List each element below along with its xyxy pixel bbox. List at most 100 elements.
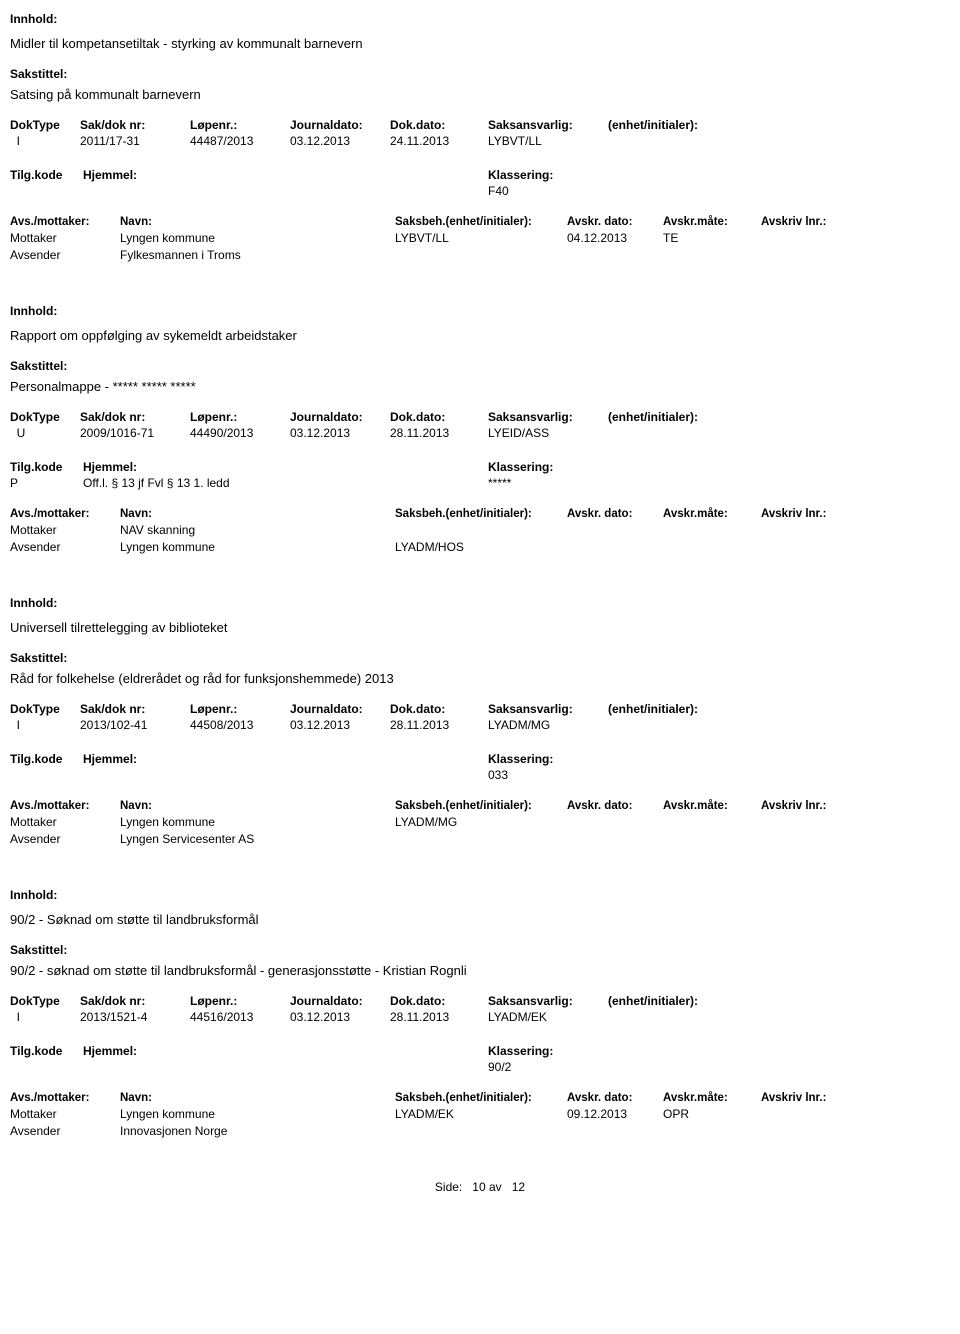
party-row: MottakerNAV skanning: [10, 523, 950, 537]
dokdato-value: 28.11.2013: [390, 718, 488, 732]
avskrivlnr-label: Avskriv lnr.:: [761, 216, 861, 228]
party-row: AvsenderLyngen kommuneLYADM/HOS: [10, 540, 950, 554]
avsmottaker-label: Avs./mottaker:: [10, 216, 120, 228]
sakstittel-label: Sakstittel:: [10, 359, 950, 373]
avskrdato-label: Avskr. dato:: [567, 1092, 663, 1104]
party-avskrmate: [663, 1124, 761, 1138]
party-avskrivlnr: [761, 1124, 861, 1138]
sakdoknr-value: 2009/1016-71: [80, 426, 190, 440]
party-row: AvsenderLyngen Servicesenter AS: [10, 832, 950, 846]
avskrivlnr-label: Avskriv lnr.:: [761, 508, 861, 520]
hjemmel-klassering-labels: Tilg.kodeHjemmel:Klassering:: [10, 168, 950, 182]
party-navn: Lyngen kommune: [120, 815, 395, 829]
avskrdato-label: Avskr. dato:: [567, 508, 663, 520]
tilgkode-value: P: [10, 476, 83, 490]
party-navn: Lyngen kommune: [120, 1107, 395, 1121]
journaldato-label: Journaldato:: [290, 702, 390, 716]
party-saksbeh: LYADM/HOS: [395, 540, 567, 554]
innhold-text: 90/2 - Søknad om støtte til landbruksfor…: [10, 906, 950, 929]
lopenr-label: Løpenr.:: [190, 702, 290, 716]
footer-page: 10: [472, 1180, 485, 1194]
saksansvarlig-value: LYADM/EK: [488, 1010, 608, 1024]
klassering-value: 033: [488, 768, 688, 782]
innhold-label: Innhold:: [10, 12, 950, 26]
enhetinitialer-value: [608, 134, 738, 148]
party-navn: Lyngen Servicesenter AS: [120, 832, 395, 846]
hjemmel-value: [83, 768, 488, 782]
journal-record: Innhold: Rapport om oppfølging av sykemel…: [10, 304, 950, 554]
saksbeh-label: Saksbeh.(enhet/initialer):: [395, 1092, 567, 1104]
enhetinitialer-label: (enhet/initialer):: [608, 410, 738, 424]
navn-label: Navn:: [120, 1092, 395, 1104]
sakstittel-text: 90/2 - søknad om støtte til landbruksfor…: [10, 957, 950, 980]
sakdoknr-label: Sak/dok nr:: [80, 702, 190, 716]
avskrmate-label: Avskr.måte:: [663, 800, 761, 812]
dokdato-label: Dok.dato:: [390, 118, 488, 132]
meta-header-row: DokTypeSak/dok nr:Løpenr.:Journaldato:Do…: [10, 702, 950, 716]
lopenr-value: 44490/2013: [190, 426, 290, 440]
party-avskrivlnr: [761, 248, 861, 262]
saksansvarlig-label: Saksansvarlig:: [488, 410, 608, 424]
dokdato-label: Dok.dato:: [390, 410, 488, 424]
party-avskrivlnr: [761, 1107, 861, 1121]
journaldato-label: Journaldato:: [290, 118, 390, 132]
sakdoknr-value: 2013/102-41: [80, 718, 190, 732]
hjemmel-klassering-labels: Tilg.kodeHjemmel:Klassering:: [10, 1044, 950, 1058]
party-header-row: Avs./mottaker:Navn:Saksbeh.(enhet/initia…: [10, 800, 950, 812]
hjemmel-value: [83, 184, 488, 198]
journaldato-label: Journaldato:: [290, 994, 390, 1008]
klassering-value: 90/2: [488, 1060, 688, 1074]
dokdato-value: 24.11.2013: [390, 134, 488, 148]
saksansvarlig-label: Saksansvarlig:: [488, 994, 608, 1008]
innhold-label: Innhold:: [10, 304, 950, 318]
doktype-label: DokType: [10, 118, 80, 132]
navn-label: Navn:: [120, 508, 395, 520]
sakstittel-text: Satsing på kommunalt barnevern: [10, 81, 950, 104]
journal-record: Innhold: Midler til kompetansetiltak - st…: [10, 12, 950, 262]
dokdato-value: 28.11.2013: [390, 426, 488, 440]
party-avskrdato: [567, 832, 663, 846]
meta-value-row: U2009/1016-7144490/201303.12.201328.11.2…: [10, 426, 950, 440]
journaldato-value: 03.12.2013: [290, 1010, 390, 1024]
party-avskrmate: OPR: [663, 1107, 761, 1121]
party-avskrmate: TE: [663, 231, 761, 245]
footer-side-label: Side:: [435, 1180, 462, 1194]
innhold-text: Universell tilrettelegging av biblioteke…: [10, 614, 950, 637]
avskrmate-label: Avskr.måte:: [663, 216, 761, 228]
sakstittel-label: Sakstittel:: [10, 943, 950, 957]
party-avskrdato: [567, 540, 663, 554]
tilgkode-label: Tilg.kode: [10, 168, 83, 182]
doktype-value: U: [10, 426, 80, 440]
party-avskrivlnr: [761, 523, 861, 537]
hjemmel-value: Off.l. § 13 jf Fvl § 13 1. ledd: [83, 476, 488, 490]
klassering-label: Klassering:: [488, 752, 688, 766]
innhold-text: Midler til kompetansetiltak - styrking a…: [10, 30, 950, 53]
enhetinitialer-label: (enhet/initialer):: [608, 118, 738, 132]
party-saksbeh: [395, 1124, 567, 1138]
journaldato-value: 03.12.2013: [290, 134, 390, 148]
doktype-value: I: [10, 718, 80, 732]
doktype-value: I: [10, 1010, 80, 1024]
saksbeh-label: Saksbeh.(enhet/initialer):: [395, 216, 567, 228]
avsmottaker-label: Avs./mottaker:: [10, 800, 120, 812]
sakdoknr-label: Sak/dok nr:: [80, 994, 190, 1008]
doktype-value: I: [10, 134, 80, 148]
party-row: AvsenderFylkesmannen i Troms: [10, 248, 950, 262]
journal-record: Innhold:Universell tilrettelegging av bi…: [10, 596, 950, 846]
klassering-value: F40: [488, 184, 688, 198]
hjemmel-value: [83, 1060, 488, 1074]
hjemmel-label: Hjemmel:: [83, 752, 488, 766]
sakstittel-label: Sakstittel:: [10, 651, 950, 665]
party-role: Avsender: [10, 540, 120, 554]
tilgkode-label: Tilg.kode: [10, 460, 83, 474]
hjemmel-klassering-values: 033: [10, 768, 950, 782]
party-navn: NAV skanning: [120, 523, 395, 537]
avsmottaker-label: Avs./mottaker:: [10, 1092, 120, 1104]
party-role: Mottaker: [10, 523, 120, 537]
doktype-label: DokType: [10, 994, 80, 1008]
tilgkode-label: Tilg.kode: [10, 1044, 83, 1058]
meta-value-row: I2011/17-3144487/201303.12.201324.11.201…: [10, 134, 950, 148]
meta-value-row: I2013/102-4144508/201303.12.201328.11.20…: [10, 718, 950, 732]
party-avskrmate: [663, 523, 761, 537]
innhold-text: Rapport om oppfølging av sykemeldt arbei…: [10, 322, 950, 345]
